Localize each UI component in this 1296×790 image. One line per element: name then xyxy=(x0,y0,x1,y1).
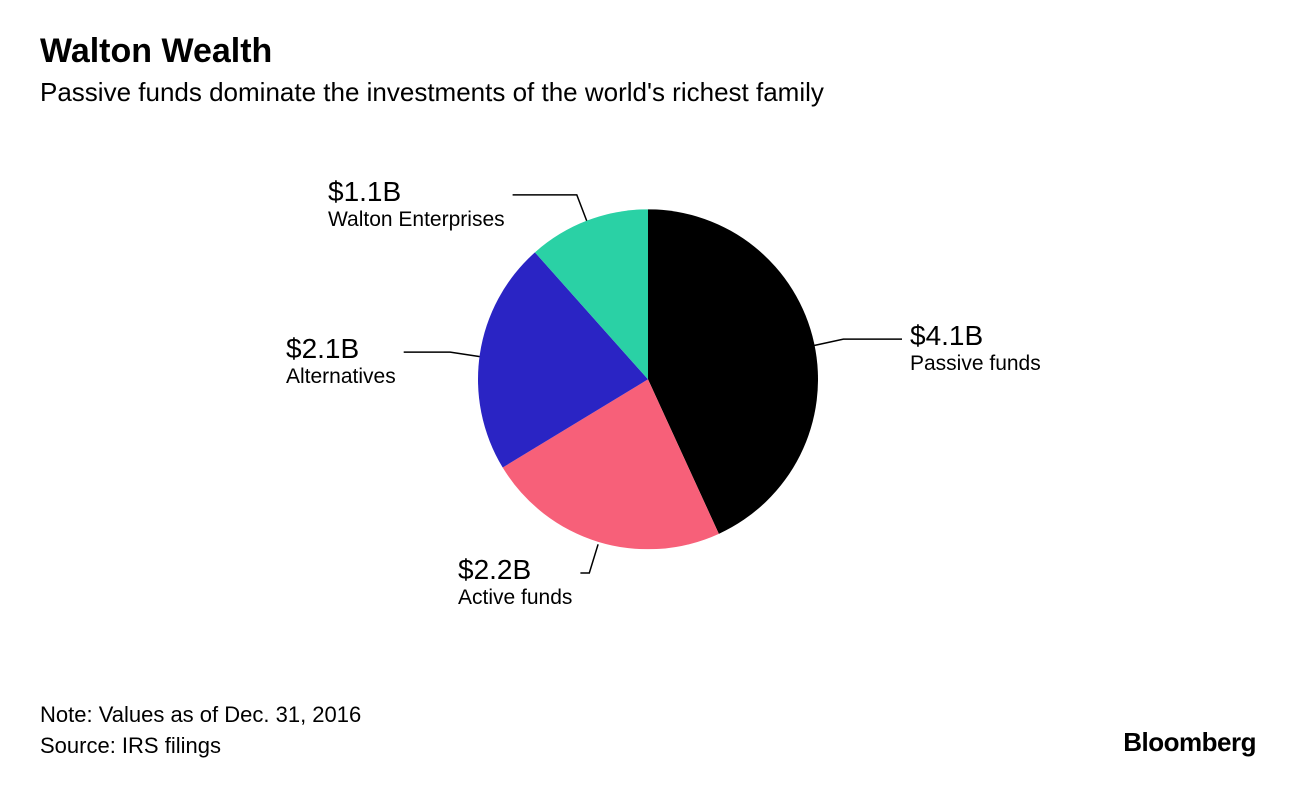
pie-label-name: Walton Enterprises xyxy=(328,208,505,231)
pie-chart xyxy=(478,209,818,554)
pie-label-active-funds: $2.2BActive funds xyxy=(458,555,572,609)
pie-label-value: $4.1B xyxy=(910,321,1041,352)
pie-label-name: Passive funds xyxy=(910,352,1041,375)
pie-label-passive-funds: $4.1BPassive funds xyxy=(910,321,1041,375)
pie-label-name: Active funds xyxy=(458,586,572,609)
pie-label-walton-enterprises: $1.1BWalton Enterprises xyxy=(328,177,505,231)
pie-label-value: $1.1B xyxy=(328,177,505,208)
pie-label-value: $2.1B xyxy=(286,334,396,365)
footer-source: Source: IRS filings xyxy=(40,731,361,762)
leader-line xyxy=(404,352,480,357)
chart-footer: Note: Values as of Dec. 31, 2016 Source:… xyxy=(40,700,361,762)
pie-chart-area: $4.1BPassive funds $2.2BActive funds $2.1B… xyxy=(40,108,1256,628)
pie-label-alternatives: $2.1BAlternatives xyxy=(286,334,396,388)
chart-title: Walton Wealth xyxy=(40,32,1256,71)
footer-note: Note: Values as of Dec. 31, 2016 xyxy=(40,700,361,731)
pie-label-value: $2.2B xyxy=(458,555,572,586)
chart-subtitle: Passive funds dominate the investments o… xyxy=(40,77,1256,108)
brand-logo: Bloomberg xyxy=(1123,727,1256,758)
pie-label-name: Alternatives xyxy=(286,365,396,388)
leader-line xyxy=(814,339,902,345)
